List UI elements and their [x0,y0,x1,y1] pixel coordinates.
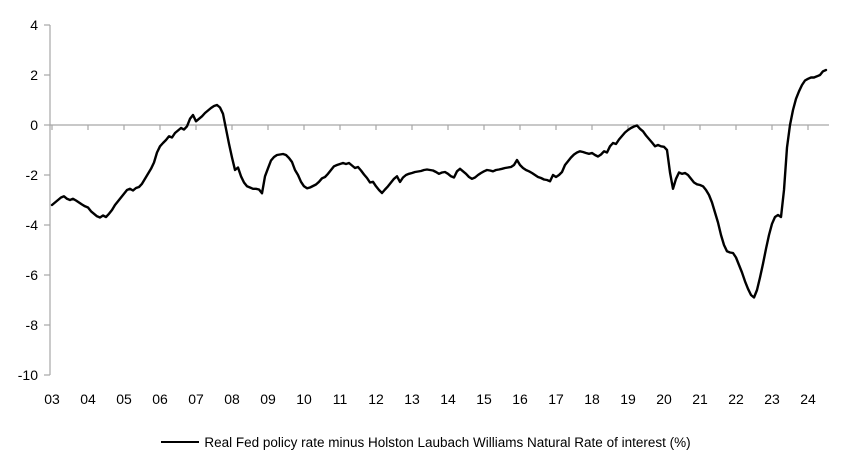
legend-line-swatch [161,441,200,443]
y-axis: 4 2 0 -2 -4 -6 -8 -10 [18,17,51,383]
y-tick-label: 4 [30,17,38,33]
x-tick-label: 13 [404,391,420,407]
y-tick-label: 2 [30,67,38,83]
x-tick-label: 15 [476,391,492,407]
x-tick-label: 19 [620,391,636,407]
x-tick-label: 16 [512,391,528,407]
x-tick-label: 17 [548,391,564,407]
x-tick-label: 06 [152,391,168,407]
x-tick-label: 07 [188,391,204,407]
x-tick-label: 20 [656,391,672,407]
series-line [50,68,828,299]
x-tick-label: 05 [116,391,132,407]
x-tick-label: 14 [440,391,456,407]
x-tick-label: 12 [368,391,384,407]
x-tick-label: 21 [692,391,708,407]
y-tick-label: -2 [26,167,39,183]
x-tick-label: 10 [296,391,312,407]
legend-label: Real Fed policy rate minus Holston Lauba… [204,434,691,450]
y-tick-label: -4 [26,217,39,233]
y-tick-label: 0 [30,117,38,133]
x-tick-label: 03 [44,391,60,407]
x-tick-label: 18 [584,391,600,407]
y-tick-label: -6 [26,267,39,283]
x-tick-label: 04 [80,391,96,407]
x-tick-label: 08 [224,391,240,407]
x-tick-label: 11 [333,391,348,407]
y-tick-label: -10 [18,367,38,383]
y-tick-label: -8 [26,317,39,333]
x-tick-label: 09 [260,391,276,407]
x-tick-label: 23 [764,391,780,407]
legend: Real Fed policy rate minus Holston Lauba… [0,431,852,453]
series-group [50,68,828,299]
x-tick-label: 24 [800,391,816,407]
x-axis-zero-line: 03 04 05 06 07 08 09 10 11 12 13 14 15 16 17 18 19 20 21 22… [44,124,829,407]
x-tick-label: 22 [728,391,744,407]
